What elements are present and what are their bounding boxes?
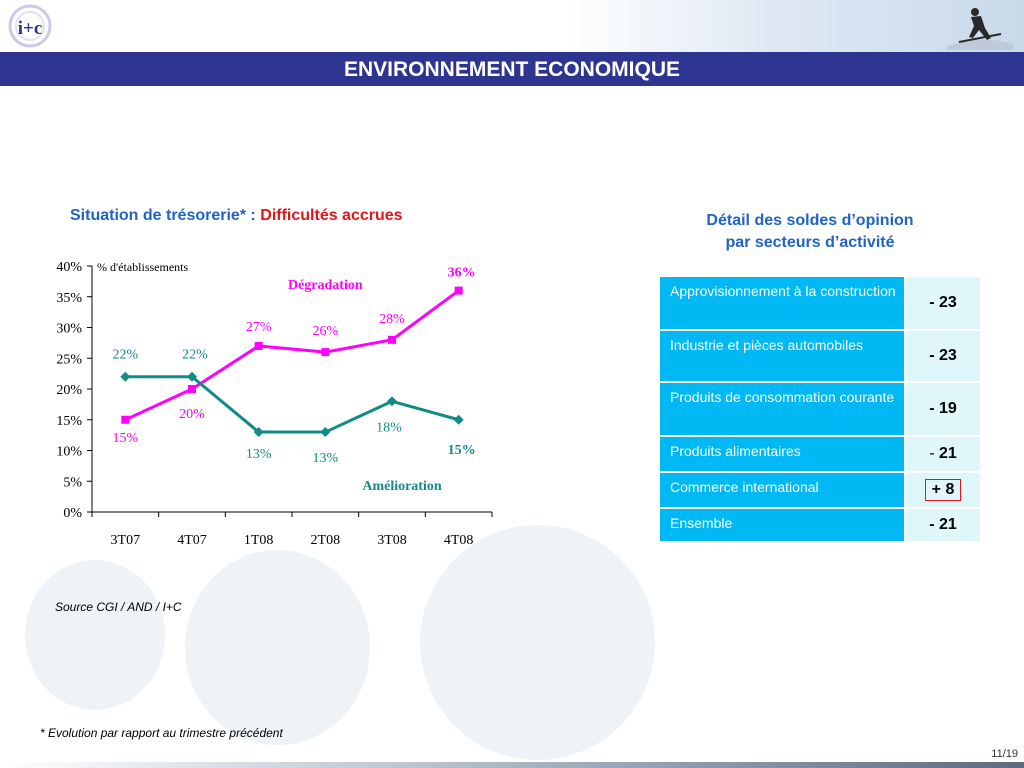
data-point-marker [388, 335, 396, 344]
data-point-marker [320, 427, 331, 438]
data-point-marker [120, 371, 131, 382]
series-name-label: Dégradation [288, 278, 363, 293]
row-value: - 19 [904, 381, 982, 437]
series-line-amelioration [125, 375, 460, 434]
series-line-degradation [124, 289, 460, 422]
row-value: - 21 [904, 507, 982, 543]
y-tick-label: 0% [63, 506, 82, 521]
data-label: 18% [376, 420, 402, 435]
logo-text: i+c [18, 18, 43, 39]
data-point-marker [254, 341, 263, 350]
row-label: Produits alimentaires [658, 435, 906, 473]
source-note: Source CGI / AND / I+C [55, 600, 182, 614]
table-row: Industrie et pièces automobiles - 23 [658, 329, 982, 383]
data-label: 28% [379, 312, 405, 327]
series-name-label: Amélioration [362, 479, 442, 494]
table-row: Produits alimentaires - 21 [658, 435, 982, 473]
table-row: Commerce international + 8 [658, 471, 982, 509]
row-value: - 21 [904, 435, 982, 473]
row-value-sign: - [929, 445, 939, 462]
footer-bar [0, 762, 1024, 768]
data-label: 36% [448, 266, 476, 281]
unit-label: % d'établissements [97, 260, 188, 274]
row-label: Industrie et pièces automobiles [658, 329, 906, 383]
chart-title-prefix: Situation de trésorerie* : [70, 207, 261, 224]
table-row: Ensemble - 21 [658, 507, 982, 543]
decor-circle-left [25, 560, 165, 710]
data-label: 13% [312, 451, 338, 466]
data-label: 26% [312, 324, 338, 339]
treasury-line-chart: 0% 5% 10% 15% 20% 25% 30% 35% 40% 3T07 4T07 1T08 2T0… [56, 260, 493, 548]
data-label: 27% [246, 320, 272, 335]
y-tick-label: 40% [56, 260, 82, 275]
x-tick-label: 4T07 [177, 533, 207, 548]
row-label: Ensemble [658, 507, 906, 543]
row-value: + 8 [904, 471, 982, 509]
detail-title: Détail des soldes d’opinion par secteurs… [650, 210, 970, 254]
row-label: Commerce international [658, 471, 906, 509]
row-value-highlighted: + 8 [924, 479, 962, 501]
y-tick-label: 5% [63, 475, 82, 490]
data-label: 22% [112, 348, 138, 363]
page-number: 11/19 [991, 748, 1018, 760]
chart-title-highlight: Difficultés accrues [260, 207, 403, 224]
data-point-marker [188, 385, 196, 393]
decor-circle-right [420, 525, 655, 760]
row-label: Produits de consommation courante [658, 381, 906, 437]
x-tick-label: 4T08 [444, 533, 474, 548]
table-row: Produits de consommation courante - 19 [658, 381, 982, 437]
data-label: 20% [179, 407, 205, 422]
skier-icon [947, 8, 1013, 50]
data-point-marker [253, 427, 264, 438]
detail-title-line1: Détail des soldes d’opinion [706, 212, 914, 229]
data-point-marker [321, 348, 330, 357]
data-label: 15% [112, 431, 138, 446]
decor-circle-middle [185, 550, 370, 745]
data-label: 15% [448, 443, 476, 458]
x-tick-label: 1T08 [244, 533, 274, 548]
x-tick-label: 3T08 [377, 533, 407, 548]
sector-table: Approvisionnement à la construction - 23… [658, 275, 982, 543]
table-row: Approvisionnement à la construction - 23 [658, 275, 982, 331]
data-point-marker [187, 371, 197, 382]
footnote: * Evolution par rapport au trimestre pré… [40, 726, 283, 740]
data-point-marker [121, 415, 130, 424]
data-label: 13% [246, 447, 272, 462]
data-point-marker [453, 414, 464, 425]
data-point-marker [387, 396, 397, 407]
y-tick-label: 10% [56, 445, 82, 460]
data-label: 22% [182, 348, 208, 363]
logo-icon: i+c [8, 4, 52, 48]
row-value-number: 21 [938, 445, 957, 462]
y-tick-label: 20% [56, 383, 82, 398]
title-bar: ENVIRONNEMENT ECONOMIQUE [0, 52, 1024, 86]
y-tick-label: 25% [56, 352, 82, 367]
x-tick-label: 3T07 [111, 533, 141, 548]
y-tick-label: 15% [56, 414, 82, 429]
data-point-marker [454, 286, 463, 295]
y-tick-label: 30% [56, 322, 82, 337]
chart-title: Situation de trésorerie* : Difficultés a… [70, 207, 403, 225]
page-title: ENVIRONNEMENT ECONOMIQUE [343, 58, 681, 81]
row-value: - 23 [904, 275, 982, 331]
row-label: Approvisionnement à la construction [658, 275, 906, 331]
detail-title-line2: par secteurs d’activité [725, 234, 895, 251]
x-tick-label: 2T08 [311, 533, 341, 548]
y-tick-label: 35% [56, 291, 82, 306]
row-value: - 23 [904, 329, 982, 383]
header-banner: i+c [0, 0, 1024, 52]
